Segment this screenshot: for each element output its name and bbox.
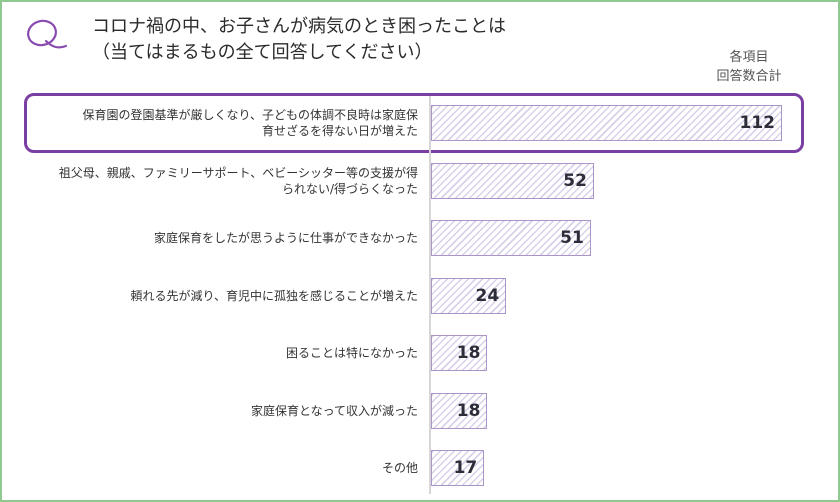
value-column-header-line-1: 各項目 [729, 50, 769, 65]
category-label-line: 頼れる先が減り、育児中に孤独を感じることが増えた [130, 288, 418, 303]
bar-value-label: 24 [475, 285, 500, 306]
value-column-header-line-2: 回答数合計 [716, 69, 782, 84]
category-label-line: 家庭保育をしたが思うように仕事ができなかった [153, 231, 418, 245]
q-logo-icon [27, 19, 68, 49]
highlight-box [24, 93, 804, 153]
category-label: 保育園の登園基準が厳しくなり、子どもの体調不良時は家庭保育せざるを得ない日が増え… [30, 107, 418, 139]
chart-title: コロナ禍の中、お子さんが病気のとき困ったことは （当てはまるもの全て回答してくだ… [92, 14, 506, 66]
category-label: 頼れる先が減り、育児中に孤独を感じることが増えた [30, 288, 418, 304]
category-label-line: 困ることは特になかった [285, 346, 418, 360]
category-label: 祖父母、親戚、ファミリーサポート、ベビーシッター等の支援が得 られない/得づらくな… [30, 165, 418, 197]
bar-value-label: 17 [453, 458, 478, 478]
bar-value-label: 52 [563, 170, 587, 191]
value-column-header: 各項目 回答数合計 [690, 48, 808, 86]
category-label: その他 [30, 460, 418, 476]
category-label-line: その他 [381, 461, 418, 475]
bar [431, 220, 591, 256]
category-label: 家庭保育をしたが思うように仕事ができなかった [30, 230, 418, 246]
category-axis-line [429, 96, 431, 494]
category-label-line: 祖父母、親戚、ファミリーサポート、ベビーシッター等の支援が得 [58, 165, 418, 180]
category-label: 困ることは特になかった [30, 345, 418, 361]
title-line-2: （当てはまるもの全て回答してください） [92, 42, 433, 63]
bar [431, 450, 485, 486]
title-line-1: コロナ禍の中、お子さんが病気のとき困ったことは [92, 16, 506, 37]
bar-value-label: 18 [456, 343, 481, 363]
bar [431, 335, 488, 371]
category-label-line: 育せざるを得ない日が増えた [261, 124, 418, 138]
bar [431, 277, 507, 314]
category-label-line: 家庭保育となって収入が減った [250, 403, 418, 418]
category-label-line: 保育園の登園基準が厳しくなり、子どもの体調不良時は家庭保 [82, 108, 418, 122]
category-label-line: られない/得づらくなった [281, 181, 418, 196]
bar-value-label: 112 [739, 113, 776, 133]
bar [431, 105, 782, 141]
bar [431, 162, 594, 199]
category-label: 家庭保育となって収入が減った [30, 403, 418, 419]
bar-value-label: 51 [560, 228, 584, 248]
bar [431, 392, 488, 429]
bar-value-label: 18 [456, 400, 481, 421]
